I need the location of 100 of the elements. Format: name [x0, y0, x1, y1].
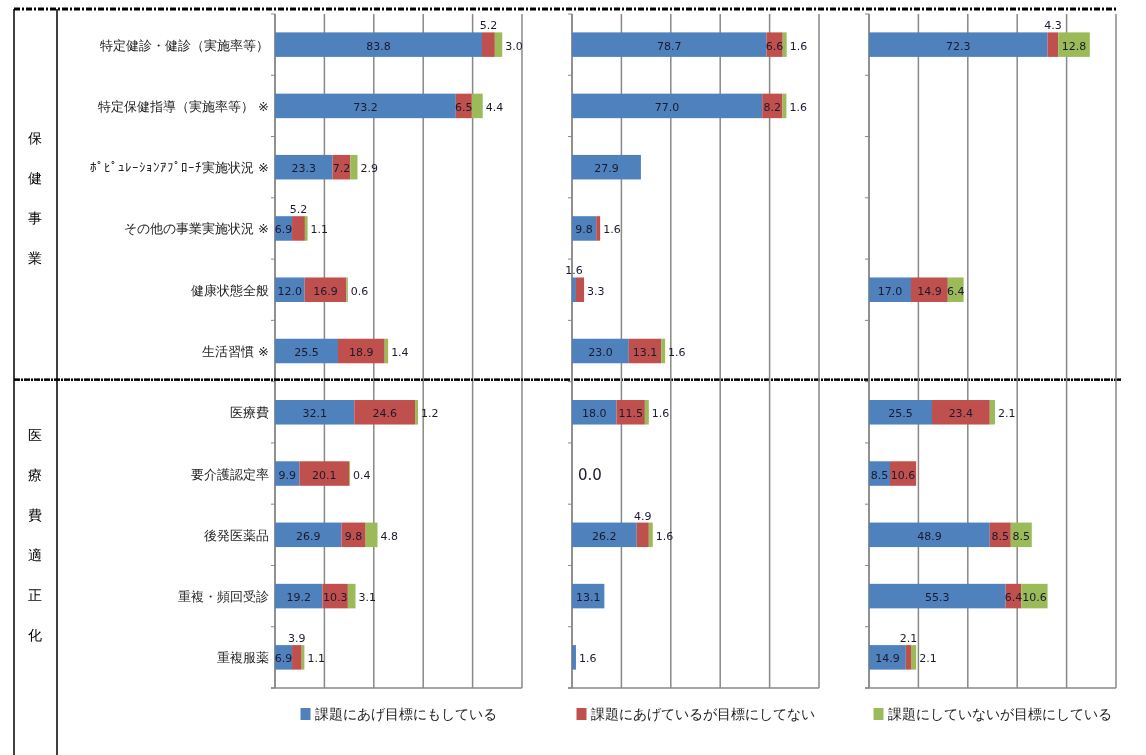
data-label: 8.2	[763, 100, 782, 114]
data-label: 7.2	[332, 162, 351, 176]
bar	[494, 32, 503, 57]
data-label: 26.9	[295, 529, 321, 543]
data-label: 8.5	[870, 468, 889, 482]
data-label: 13.1	[632, 346, 658, 359]
y-tick-label: 特定保健指導（実施率等） ※	[97, 98, 269, 114]
data-label: 77.0	[654, 100, 680, 114]
data-label: 32.1	[302, 407, 327, 421]
data-label: 83.8	[366, 39, 391, 53]
bar	[347, 583, 356, 609]
data-label: 20.1	[312, 468, 337, 482]
data-label: 23.3	[291, 162, 317, 176]
bar	[572, 93, 763, 119]
bar	[415, 400, 419, 425]
data-label: 25.5	[294, 346, 319, 359]
data-label: 23.4	[948, 407, 974, 421]
data-label: 17.0	[877, 284, 903, 298]
legend-label: 課題にあげているが目標にしてない	[590, 706, 815, 722]
y-tick-label: 特定健診・健診（実施率等）	[100, 37, 269, 53]
data-label: 18.9	[349, 346, 374, 359]
bar	[575, 277, 585, 302]
data-label: 16.9	[313, 284, 338, 298]
bar	[275, 32, 482, 57]
data-label: 1.4	[391, 346, 409, 359]
bar	[869, 277, 911, 302]
bar	[931, 400, 990, 425]
bar	[661, 338, 666, 364]
bar	[1047, 32, 1059, 57]
data-label: 10.6	[1022, 591, 1047, 605]
data-label: 5.2	[479, 19, 498, 33]
data-label: 1.6	[655, 529, 674, 543]
data-label: 8.5	[1012, 529, 1031, 543]
data-label: 2.1	[899, 632, 918, 646]
bar	[572, 32, 767, 57]
data-label: 10.3	[322, 591, 348, 605]
bar	[471, 93, 483, 119]
bar	[644, 400, 649, 425]
data-label: 14.9	[917, 284, 942, 298]
data-label: 27.9	[594, 162, 619, 176]
data-label: 48.9	[917, 529, 942, 543]
data-label: 2.1	[997, 407, 1016, 421]
legend-label: 課題にあげ目標にもしている	[314, 706, 497, 722]
data-label: 23.0	[588, 346, 613, 359]
data-label: 5.2	[289, 203, 308, 217]
data-label: 19.2	[286, 591, 311, 605]
data-label: 3.1	[358, 591, 377, 605]
bar	[869, 583, 1006, 609]
data-label: 4.8	[380, 529, 399, 543]
data-label: 8.5	[991, 529, 1010, 543]
bar	[572, 338, 629, 364]
data-label: 73.2	[353, 100, 378, 114]
data-label: 2.9	[360, 162, 378, 176]
bar	[636, 522, 649, 548]
text: 医療費適正化	[28, 426, 42, 643]
bar	[596, 216, 601, 241]
y-tick-label: 重複服薬	[217, 650, 269, 666]
y-tick-label: 医療費	[230, 405, 269, 421]
bar	[1058, 32, 1090, 57]
bar	[572, 277, 576, 302]
data-label: 26.2	[592, 529, 617, 543]
data-label: 3.3	[587, 284, 605, 298]
data-label: 0.4	[353, 468, 371, 482]
data-label: 1.6	[603, 223, 621, 237]
bar	[572, 645, 576, 670]
data-label: 14.9	[875, 652, 900, 666]
bar	[989, 400, 995, 425]
data-label: 1.6	[565, 264, 583, 278]
data-label: 72.3	[946, 39, 971, 53]
bar	[572, 522, 637, 548]
bar	[572, 154, 641, 180]
data-label: 6.9	[274, 223, 293, 237]
bar	[292, 216, 305, 241]
data-label: 1.6	[668, 346, 686, 359]
data-label: 6.4	[946, 284, 965, 298]
y-tick-label: 健康状態全般	[191, 282, 269, 298]
data-label: 6.6	[765, 39, 784, 53]
data-label: 9.8	[575, 223, 593, 237]
bar	[869, 400, 932, 425]
y-tick-label: 後発医薬品	[204, 527, 269, 543]
y-tick-label: 要介護認定率	[191, 466, 269, 482]
data-label: 6.9	[274, 652, 293, 666]
bar	[910, 277, 948, 302]
bar	[782, 93, 787, 119]
bar	[365, 522, 378, 548]
bar	[304, 277, 347, 302]
data-label: 0.6	[350, 284, 369, 298]
data-label: 18.0	[581, 407, 607, 421]
bar	[869, 522, 990, 548]
y-tick-label: その他の事業実施状況 ※	[123, 221, 269, 237]
data-label: 1.2	[421, 407, 439, 421]
bar	[299, 461, 350, 486]
data-label: 1.1	[307, 652, 325, 666]
data-label: 10.6	[890, 468, 916, 482]
bar	[354, 400, 416, 425]
data-label: 4.3	[1044, 19, 1062, 33]
bar	[782, 32, 787, 57]
text: 保健事業	[28, 129, 42, 266]
y-tick-label: 生活習慣 ※	[201, 344, 269, 359]
data-label: 78.7	[656, 39, 682, 53]
